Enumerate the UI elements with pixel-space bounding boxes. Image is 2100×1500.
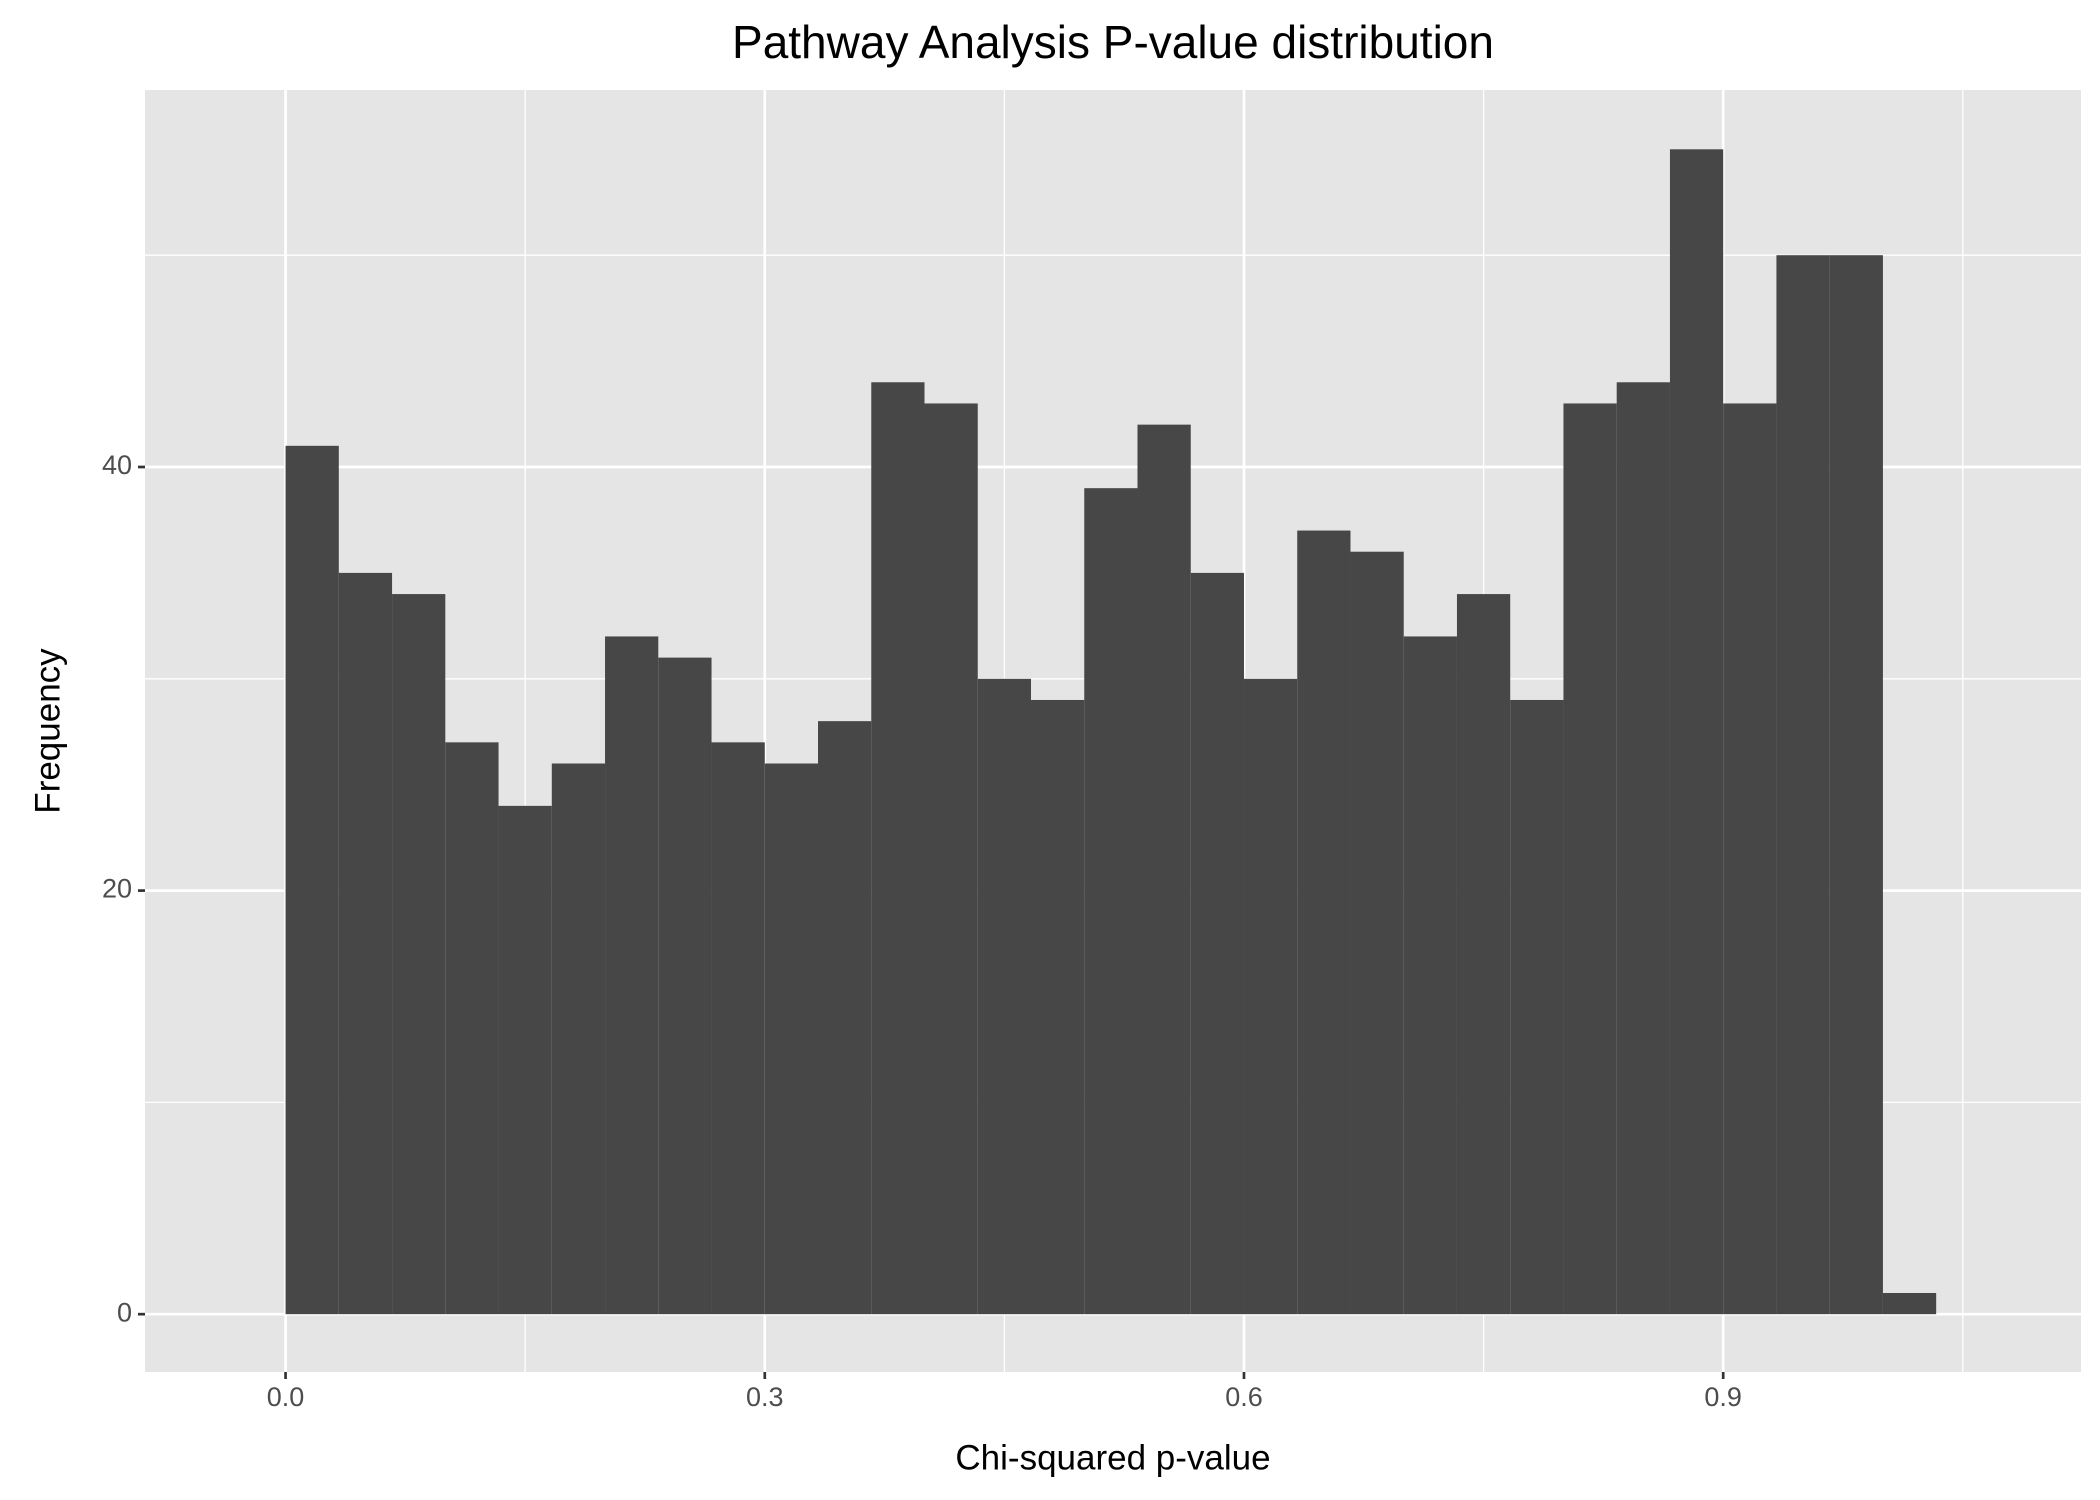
bar	[445, 742, 499, 1315]
bar	[1297, 530, 1351, 1315]
bar	[818, 721, 872, 1315]
bar	[764, 763, 819, 1315]
y-axis-title: Frequency	[28, 648, 67, 814]
bar	[605, 636, 659, 1315]
bar	[1243, 678, 1298, 1315]
bar	[1350, 551, 1404, 1315]
bar	[1510, 699, 1564, 1315]
chart-title: Pathway Analysis P-value distribution	[732, 16, 1494, 68]
x-tick-label: 0.0	[267, 1382, 305, 1412]
bar	[1829, 255, 1883, 1315]
bar	[1456, 594, 1511, 1315]
bar	[551, 763, 606, 1315]
bar	[1723, 403, 1777, 1315]
bar	[1403, 636, 1457, 1315]
bar	[1616, 382, 1670, 1315]
x-tick-label: 0.6	[1225, 1382, 1263, 1412]
bar	[977, 678, 1032, 1315]
bar	[871, 382, 925, 1315]
bar	[1563, 403, 1617, 1315]
bar	[285, 445, 339, 1315]
bar	[1190, 572, 1244, 1315]
bar	[1776, 255, 1830, 1315]
x-tick-label: 0.3	[746, 1382, 784, 1412]
bar	[1031, 699, 1085, 1315]
bar	[498, 805, 552, 1315]
x-tick-label: 0.9	[1704, 1382, 1742, 1412]
bar	[711, 742, 765, 1315]
bar	[658, 657, 712, 1315]
bar	[392, 594, 446, 1315]
y-tick-label: 20	[102, 874, 132, 904]
x-axis-title: Chi-squared p-value	[955, 1438, 1270, 1477]
bar	[1669, 149, 1724, 1315]
bar	[924, 403, 978, 1315]
bar	[1084, 488, 1138, 1315]
bar	[1137, 424, 1191, 1315]
y-tick-label: 0	[117, 1297, 132, 1327]
bar	[1882, 1293, 1937, 1315]
bar	[338, 572, 393, 1315]
y-tick-label: 40	[102, 450, 132, 480]
